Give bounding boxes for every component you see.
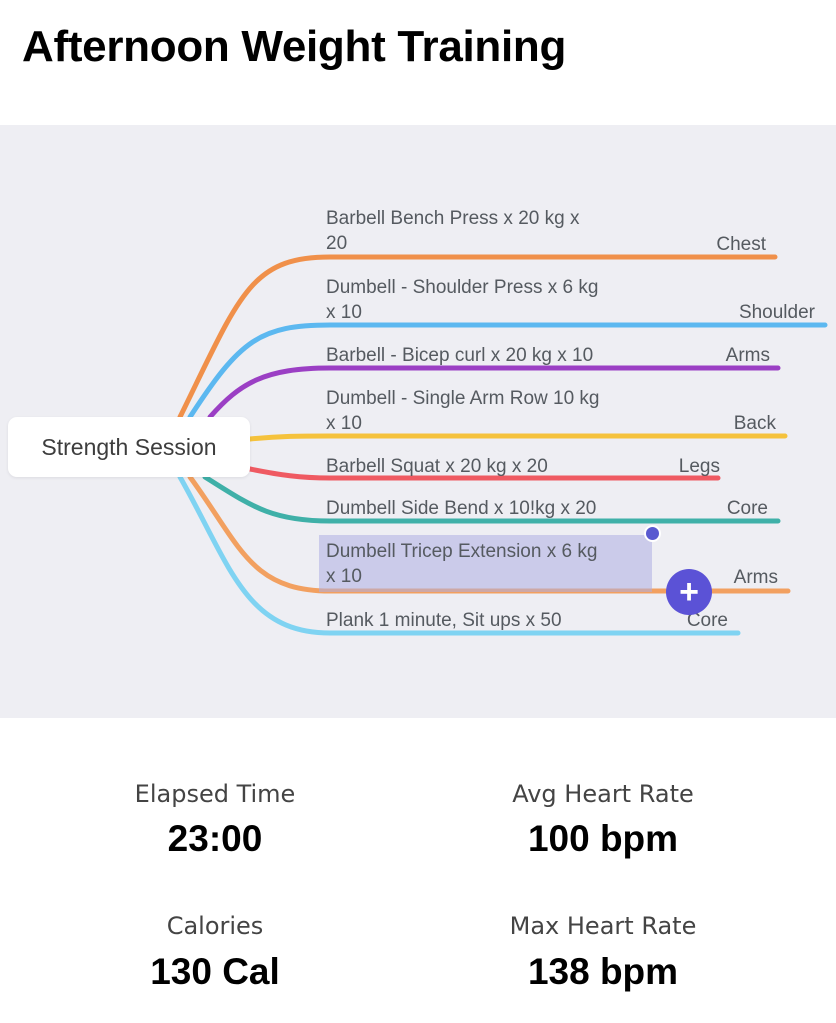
resize-handle[interactable] — [644, 525, 661, 542]
branch-node-text[interactable]: Barbell Bench Press x 20 kg x 20 — [326, 208, 580, 254]
root-node[interactable]: Strength Session — [8, 417, 250, 477]
branch-line-shoulder — [187, 322, 828, 420]
branch-tag[interactable]: Core — [686, 610, 728, 631]
avg-heart-rate-value: 100 bpm — [527, 818, 679, 859]
avg-heart-rate-label: Avg Heart Rate — [512, 780, 694, 808]
branch-node-text[interactable]: Plank 1 minute, Sit ups x 50 — [326, 610, 562, 631]
branch-line-core-2 — [177, 474, 741, 636]
page-title: Afternoon Weight Training — [22, 22, 567, 71]
branch-line-arms-2 — [187, 474, 791, 594]
add-node-button[interactable]: + — [666, 569, 712, 615]
branch-tag[interactable]: Core — [726, 498, 768, 519]
selected-node-highlight[interactable] — [319, 535, 652, 592]
mind-map-canvas[interactable]: Strength Session Barbell Bench Press x 2… — [0, 125, 836, 718]
max-heart-rate-label: Max Heart Rate — [509, 912, 697, 940]
branch-tag[interactable]: Arms — [725, 345, 770, 366]
branch-tag[interactable]: Legs — [678, 456, 720, 477]
branch-node-text[interactable]: Barbell - Bicep curl x 20 kg x 10 — [326, 345, 594, 366]
branch-line-core — [202, 474, 781, 524]
branch-node-text[interactable]: Barbell Squat x 20 kg x 20 — [326, 456, 548, 477]
branch-line-legs — [247, 466, 721, 481]
calories-value: 130 Cal — [150, 951, 280, 992]
branch-line-arms — [207, 365, 781, 420]
branch-node-text[interactable]: Dumbell - Shoulder Press x 6 kg x 10 — [326, 277, 599, 323]
branch-node-text[interactable]: Dumbell Side Bend x 10!kg x 20 — [326, 498, 597, 519]
branch-node-text[interactable]: Dumbell Tricep Extension x 6 kg x 10 — [326, 541, 598, 587]
max-heart-rate-value: 138 bpm — [527, 951, 679, 992]
elapsed-time-value: 23:00 — [167, 818, 263, 859]
calories-label: Calories — [166, 912, 264, 940]
plus-icon: + — [679, 573, 699, 611]
branch-node-text[interactable]: Dumbell - Single Arm Row 10 kg x 10 — [326, 388, 600, 434]
branch-tag[interactable]: Arms — [733, 567, 778, 588]
branch-tag[interactable]: Back — [733, 413, 776, 434]
branch-line-chest — [177, 254, 778, 420]
mind-map-connectors — [177, 254, 828, 636]
branch-line-back — [247, 433, 788, 442]
elapsed-time-label: Elapsed Time — [134, 780, 296, 808]
branch-tag[interactable]: Chest — [716, 234, 766, 255]
branch-tag[interactable]: Shoulder — [738, 302, 815, 323]
